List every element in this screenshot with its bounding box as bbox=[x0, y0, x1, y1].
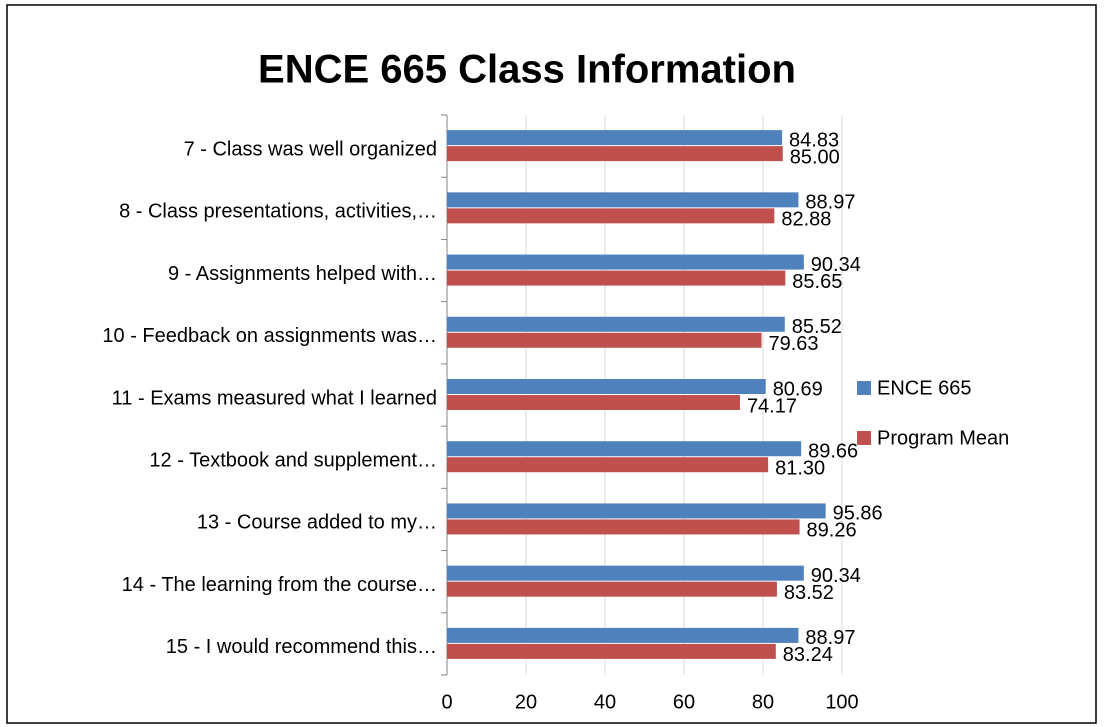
bar bbox=[447, 565, 804, 581]
x-tick-label: 80 bbox=[752, 691, 774, 713]
bar bbox=[447, 332, 762, 348]
bar bbox=[447, 503, 826, 519]
data-label: 89.26 bbox=[807, 520, 857, 542]
bar bbox=[447, 627, 799, 643]
x-tick-label: 20 bbox=[515, 691, 537, 713]
y-tick-label: 12 - Textbook and supplement… bbox=[149, 450, 437, 472]
data-label: 90.34 bbox=[811, 254, 861, 276]
x-tick-label: 40 bbox=[594, 691, 616, 713]
legend-label: ENCE 665 bbox=[877, 377, 972, 399]
data-label: 85.65 bbox=[792, 271, 842, 293]
data-label: 83.24 bbox=[783, 644, 833, 666]
bar bbox=[447, 441, 802, 457]
y-tick-label: 8 - Class presentations, activities,… bbox=[119, 201, 437, 223]
data-label: 82.88 bbox=[781, 209, 831, 231]
bar bbox=[447, 208, 775, 224]
x-tick-label: 0 bbox=[441, 691, 452, 713]
data-label: 85.52 bbox=[792, 316, 842, 338]
legend-label: Program Mean bbox=[877, 427, 1009, 449]
bar bbox=[447, 146, 783, 162]
legend-swatch bbox=[857, 381, 871, 395]
bar bbox=[447, 379, 766, 394]
bar bbox=[447, 643, 776, 659]
bar bbox=[447, 395, 740, 410]
data-label: 81.30 bbox=[775, 458, 825, 480]
bar bbox=[447, 519, 800, 535]
data-label: 80.69 bbox=[773, 378, 823, 400]
y-tick-label: 9 - Assignments helped with… bbox=[168, 263, 437, 285]
bar bbox=[447, 192, 799, 208]
legend-swatch bbox=[857, 431, 871, 445]
bar bbox=[447, 130, 783, 146]
bar bbox=[447, 581, 777, 597]
data-label: 95.86 bbox=[833, 503, 883, 525]
data-label: 85.00 bbox=[790, 146, 840, 168]
bar bbox=[447, 457, 769, 473]
y-tick-label: 13 - Course added to my… bbox=[197, 512, 437, 534]
data-label: 84.83 bbox=[789, 129, 839, 151]
x-tick-label: 60 bbox=[673, 691, 695, 713]
bar bbox=[447, 316, 785, 332]
y-tick-label: 10 - Feedback on assignments was… bbox=[102, 325, 437, 347]
data-label: 90.34 bbox=[811, 565, 861, 587]
data-label: 89.66 bbox=[808, 441, 858, 463]
y-tick-label: 7 - Class was well organized bbox=[184, 138, 437, 160]
y-tick-label: 14 - The learning from the course… bbox=[122, 574, 437, 596]
data-label: 88.97 bbox=[805, 627, 855, 649]
bar bbox=[447, 254, 804, 270]
data-label: 74.17 bbox=[747, 395, 797, 417]
chart-title: ENCE 665 Class Information bbox=[258, 48, 796, 92]
data-label: 79.63 bbox=[769, 333, 819, 355]
y-tick-label: 11 - Exams measured what I learned bbox=[112, 387, 437, 409]
y-tick-label: 15 - I would recommend this… bbox=[166, 636, 437, 658]
bar bbox=[447, 270, 786, 286]
data-label: 88.97 bbox=[805, 192, 855, 214]
x-tick-label: 100 bbox=[825, 691, 858, 713]
chart-border bbox=[6, 4, 1097, 724]
data-label: 83.52 bbox=[784, 582, 834, 604]
